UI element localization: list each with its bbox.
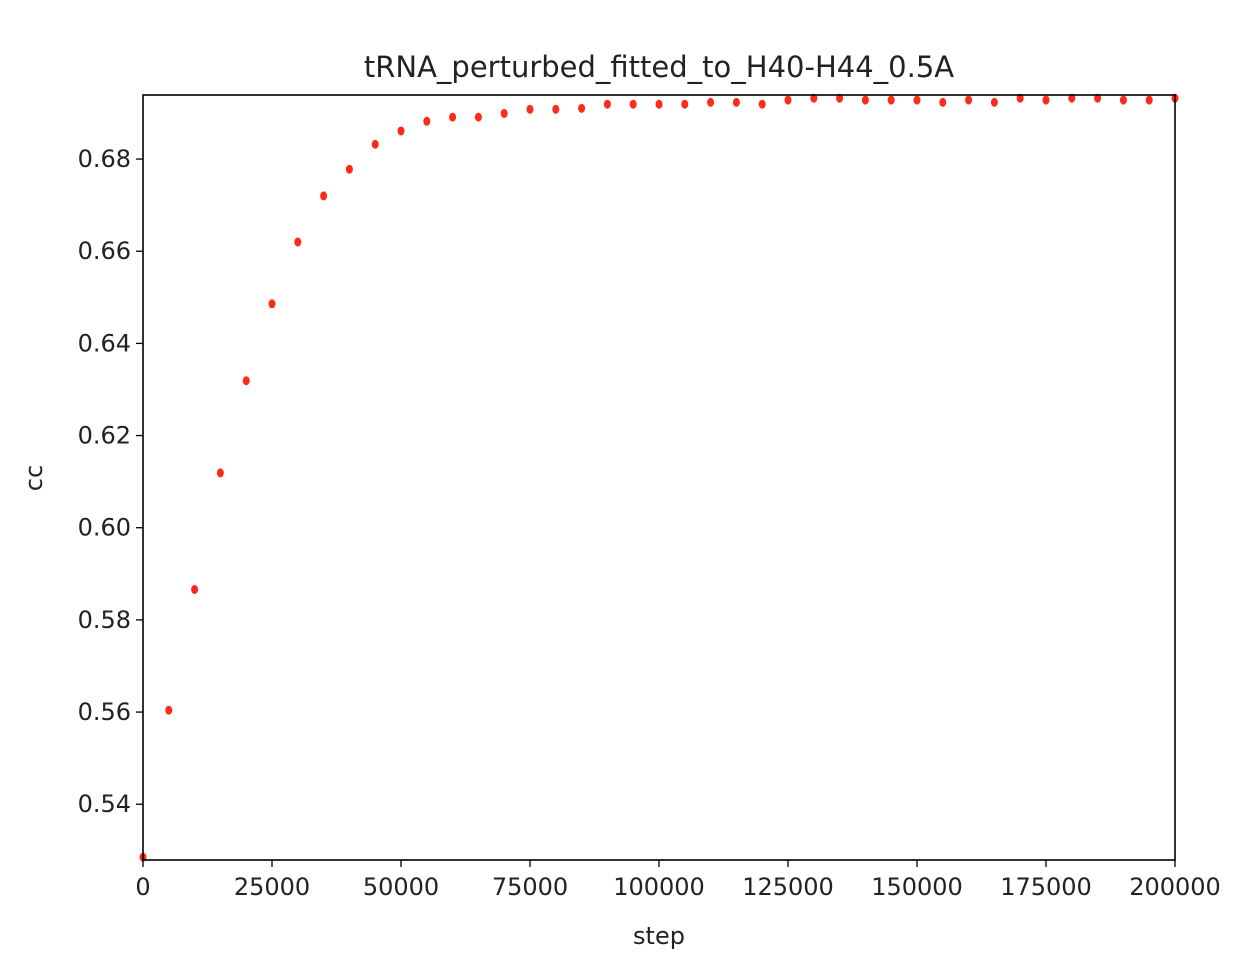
x-tick-label: 100000 [613, 873, 705, 901]
data-point [552, 104, 560, 114]
x-tick-label: 125000 [742, 873, 834, 901]
data-point [165, 705, 173, 715]
y-tick-label: 0.66 [78, 237, 131, 265]
data-point [397, 126, 405, 136]
data-point [191, 584, 199, 594]
x-tick-label: 175000 [1000, 873, 1092, 901]
data-point [320, 191, 328, 201]
data-point [500, 108, 508, 118]
data-point [294, 237, 302, 247]
y-tick-label: 0.64 [78, 329, 131, 357]
data-point [578, 103, 586, 113]
data-point [655, 99, 663, 109]
y-axis-ticks: 0.54 0.56 0.58 0.60 0.62 0.64 0.66 0.68 [78, 145, 143, 818]
chart-title: tRNA_perturbed_fitted_to_H40-H44_0.5A [364, 50, 954, 84]
data-point [345, 164, 353, 174]
data-point [216, 468, 224, 478]
data-point [758, 99, 766, 109]
data-point [784, 95, 792, 105]
y-tick-label: 0.58 [78, 606, 131, 634]
data-point [1145, 95, 1153, 105]
data-point [1042, 95, 1050, 105]
data-point [810, 93, 818, 103]
x-tick-label: 150000 [871, 873, 963, 901]
data-point [603, 99, 611, 109]
y-tick-label: 0.62 [78, 422, 131, 450]
x-tick-label: 200000 [1129, 873, 1221, 901]
data-point [939, 97, 947, 107]
data-point [913, 95, 921, 105]
data-point [681, 99, 689, 109]
data-point [371, 139, 379, 149]
data-point [861, 95, 869, 105]
x-tick-label: 50000 [363, 873, 439, 901]
data-point [242, 376, 250, 386]
data-point [629, 99, 637, 109]
data-point [1068, 93, 1076, 103]
data-point [707, 97, 715, 107]
x-tick-label: 0 [135, 873, 150, 901]
data-point [1119, 95, 1127, 105]
y-tick-label: 0.68 [78, 145, 131, 173]
data-point [526, 104, 534, 114]
data-point [990, 97, 998, 107]
data-point [732, 97, 740, 107]
data-point [474, 112, 482, 122]
data-point [268, 299, 276, 309]
y-tick-label: 0.54 [78, 790, 131, 818]
plot-frame [142, 94, 1176, 861]
x-axis-label: step [633, 922, 685, 950]
data-point [449, 112, 457, 122]
x-tick-label: 25000 [234, 873, 310, 901]
y-tick-label: 0.56 [78, 698, 131, 726]
y-axis-label: cc [20, 465, 48, 491]
data-points [139, 93, 1179, 862]
x-axis-ticks: 0 25000 50000 75000 100000 125000 150000 175000… [135, 860, 1221, 901]
data-point [965, 95, 973, 105]
data-point [887, 95, 895, 105]
x-tick-label: 75000 [492, 873, 568, 901]
y-tick-label: 0.60 [78, 514, 131, 542]
data-point [423, 116, 431, 126]
data-point [1016, 93, 1024, 103]
data-point [1094, 93, 1102, 103]
data-point [836, 93, 844, 103]
